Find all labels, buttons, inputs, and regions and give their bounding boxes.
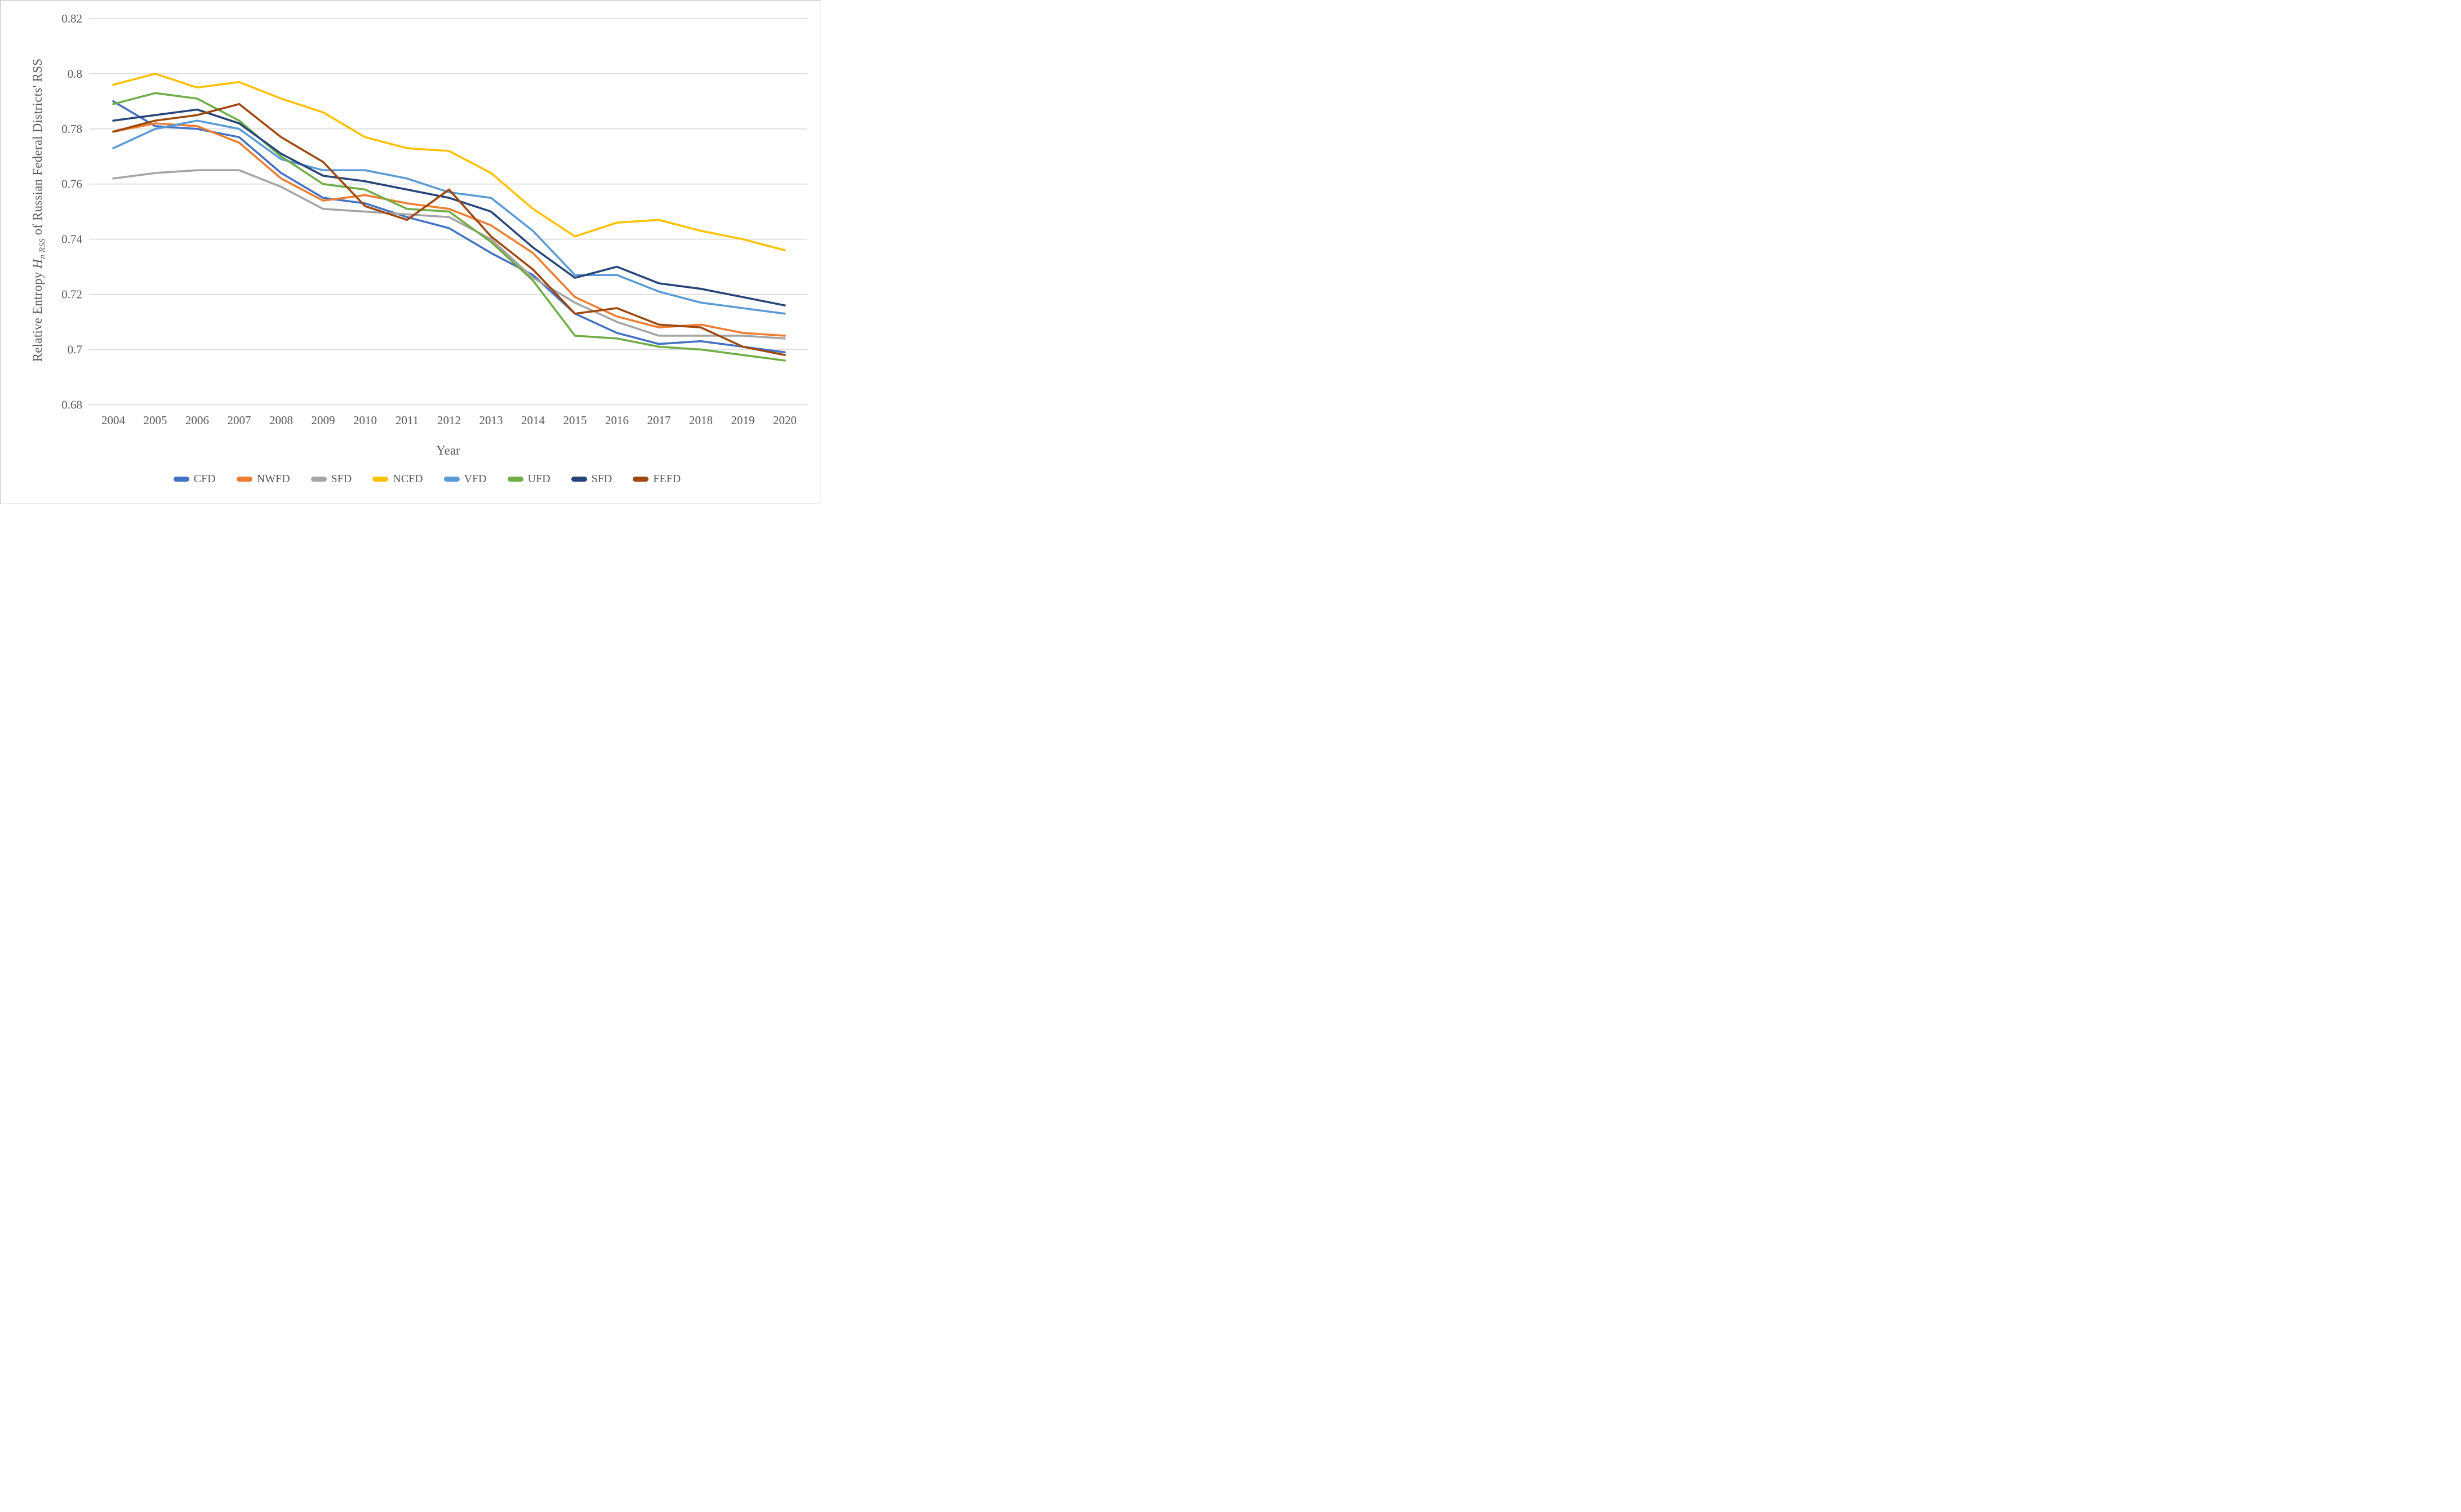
legend-swatch-vfd-4 xyxy=(443,477,460,482)
y-tick-label: 0.7 xyxy=(68,343,82,356)
legend-swatch-sfd-2 xyxy=(310,477,327,482)
y-tick-label: 0.68 xyxy=(61,398,82,411)
legend-item-cfd-0: CFD xyxy=(173,473,216,486)
x-tick-label: 2004 xyxy=(101,413,126,427)
line-chart: 0.82 0.8 0.78 0.76 0.74 0.72 0.7 0.68 2004 2005 20… xyxy=(61,12,807,427)
series-line-sfd-6 xyxy=(112,108,786,306)
x-tick-label: 2015 xyxy=(563,413,587,427)
y-tick-label: 0.76 xyxy=(61,177,82,191)
y-axis-title-subscript: n RSS xyxy=(38,238,47,259)
legend-swatch-sfd-6 xyxy=(571,477,587,482)
x-tick-label: 2013 xyxy=(479,413,503,427)
x-tick-label: 2016 xyxy=(605,413,629,427)
x-tick-label: 2010 xyxy=(353,413,377,427)
legend-item-sfd-2: SFD xyxy=(310,473,352,486)
series-line-cfd-0 xyxy=(112,100,786,354)
x-tick-label: 2014 xyxy=(521,413,545,427)
series-line-ncfd-3 xyxy=(112,73,786,252)
legend-swatch-cfd-0 xyxy=(173,477,189,482)
x-tick-label: 2019 xyxy=(731,413,755,427)
legend-item-vfd-4: VFD xyxy=(443,473,487,486)
x-tick-label: 2005 xyxy=(144,413,167,427)
x-axis-title: Year xyxy=(436,443,460,457)
series-line-nwfd-1 xyxy=(112,122,786,337)
legend-item-fefd-7: FEFD xyxy=(633,473,681,486)
legend-item-sfd-6: SFD xyxy=(571,473,612,486)
legend-item-nwfd-1: NWFD xyxy=(236,473,290,486)
legend-swatch-ufd-5 xyxy=(507,477,523,482)
y-tick-label: 0.74 xyxy=(61,233,82,246)
legend-label-vfd-4: VFD xyxy=(464,473,487,485)
legend-swatch-fefd-7 xyxy=(633,477,649,482)
legend-item-ufd-5: UFD xyxy=(507,473,550,486)
y-tick-label: 0.72 xyxy=(61,288,82,301)
y-axis-title-suffix: of Russian Federal Districts' RSS xyxy=(30,58,45,239)
y-tick-label: 0.8 xyxy=(68,67,82,81)
legend-label-sfd-2: SFD xyxy=(331,473,352,485)
x-tick-label: 2008 xyxy=(269,413,293,427)
x-tick-label: 2012 xyxy=(437,413,461,427)
y-axis-title-symbol: H xyxy=(30,259,45,269)
legend-swatch-nwfd-1 xyxy=(236,477,252,482)
series-line-vfd-4 xyxy=(112,119,786,315)
legend-label-nwfd-1: NWFD xyxy=(256,473,290,485)
y-axis-title-prefix: Relative Entropy xyxy=(30,268,45,362)
x-tick-label: 2011 xyxy=(396,413,419,427)
legend-label-ufd-5: UFD xyxy=(527,473,550,485)
series-line-ufd-5 xyxy=(112,92,786,362)
series-line-sfd-2 xyxy=(112,169,786,340)
y-tick-label: 0.82 xyxy=(61,12,82,25)
chart-container: 0.82 0.8 0.78 0.76 0.74 0.72 0.7 0.68 2004 2005 20… xyxy=(0,0,820,504)
x-tick-label: 2006 xyxy=(185,413,209,427)
x-tick-label: 2007 xyxy=(228,413,251,427)
x-tick-label: 2009 xyxy=(312,413,335,427)
x-tick-label: 2020 xyxy=(773,413,797,427)
series-line-fefd-7 xyxy=(112,103,786,357)
y-tick-label: 0.78 xyxy=(61,122,82,136)
legend-label-sfd-6: SFD xyxy=(591,473,612,485)
legend-label-fefd-7: FEFD xyxy=(653,473,681,485)
legend-label-cfd-0: CFD xyxy=(193,473,216,485)
chart-legend: CFD NWFD SFD NCFD VFD UFD SFD FEFD xyxy=(34,473,820,486)
legend-swatch-ncfd-3 xyxy=(372,477,389,482)
y-axis-title: Relative Entropy Hn RSS of Russian Feder… xyxy=(30,58,47,362)
legend-item-ncfd-3: NCFD xyxy=(372,473,423,486)
x-tick-label: 2017 xyxy=(647,413,671,427)
x-tick-label: 2018 xyxy=(689,413,713,427)
legend-label-ncfd-3: NCFD xyxy=(393,473,423,485)
